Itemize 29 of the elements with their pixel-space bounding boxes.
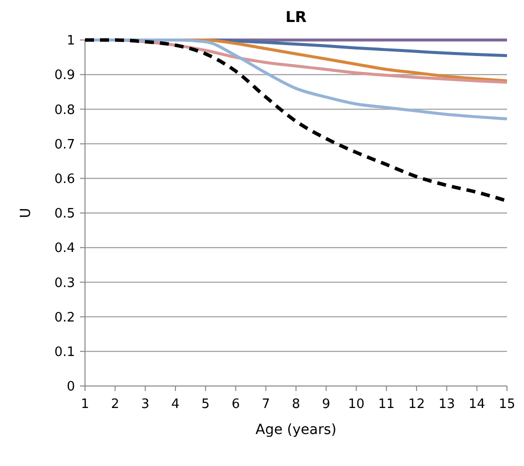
y-tick-label: 1 (66, 34, 75, 49)
y-tick-label: 0.8 (54, 102, 75, 118)
x-tick-label: 2 (111, 397, 120, 412)
x-tick-label: 15 (498, 397, 516, 412)
x-tick-label: 11 (378, 397, 395, 412)
y-tick-label: 0.7 (54, 137, 75, 152)
x-tick-label: 12 (408, 397, 425, 412)
x-tick-label: 8 (292, 397, 300, 412)
x-tick-label: 14 (468, 397, 486, 412)
x-tick-label: 1 (80, 397, 90, 412)
x-axis-title: Age (years) (256, 422, 336, 438)
y-axis-title: U (18, 208, 34, 218)
chart-title: LR (285, 8, 308, 26)
x-tick-label: 10 (348, 397, 365, 412)
y-tick-label: 0.3 (54, 276, 75, 291)
x-tick-label: 9 (322, 397, 330, 412)
y-tick-label: 0.9 (54, 68, 75, 84)
x-tick-label: 5 (201, 397, 210, 412)
x-tick-label: 7 (262, 397, 270, 412)
x-tick-label: 13 (438, 397, 455, 412)
y-tick-label: 0.1 (54, 344, 75, 360)
y-tick-label: 0.5 (54, 206, 75, 222)
y-tick-label: 0 (66, 380, 75, 395)
x-tick-label: 4 (171, 397, 180, 412)
x-tick-label: 3 (141, 397, 150, 412)
y-tick-label: 0.4 (54, 241, 75, 256)
y-tick-label: 0.2 (54, 310, 75, 326)
x-tick-label: 6 (232, 397, 240, 412)
y-tick-label: 0.6 (54, 172, 75, 187)
